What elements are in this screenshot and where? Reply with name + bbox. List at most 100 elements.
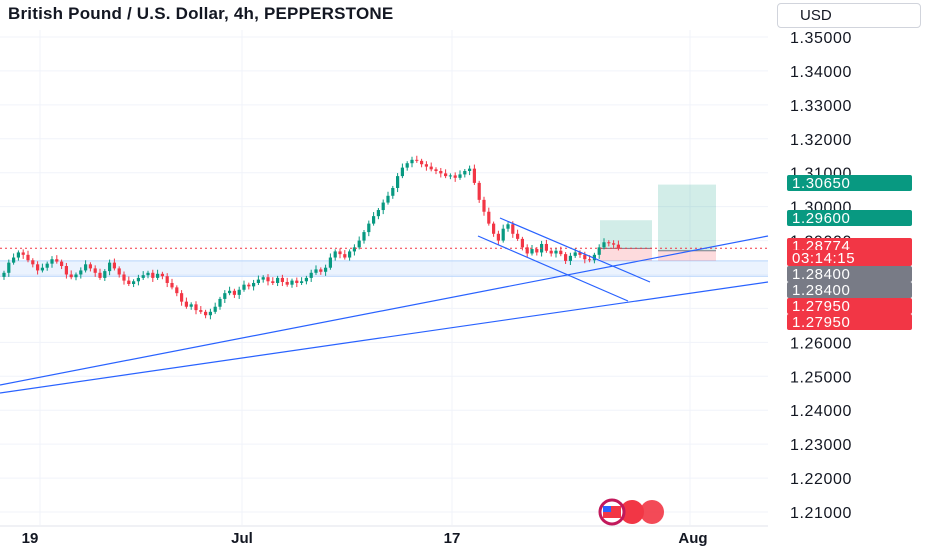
candle-body xyxy=(16,252,20,258)
candle-body xyxy=(232,290,236,295)
candle-body xyxy=(357,240,361,248)
price-tick-label: 1.34000 xyxy=(790,64,852,81)
candle-body xyxy=(261,277,265,280)
candle-body xyxy=(568,255,572,261)
candle-body xyxy=(597,247,601,255)
candle-body xyxy=(127,280,131,284)
candle-body xyxy=(434,169,438,172)
candle-body xyxy=(55,259,59,262)
candle-body xyxy=(170,282,174,288)
time-axis[interactable]: 19 Jul 17 Aug xyxy=(0,525,768,547)
candle-body xyxy=(372,216,376,224)
chart-title: British Pound / U.S. Dollar, 4h, PEPPERS… xyxy=(8,4,394,23)
candle-body xyxy=(607,242,611,244)
candle-body xyxy=(544,243,548,251)
candle-body xyxy=(506,224,510,229)
candle-body xyxy=(218,298,222,307)
candle-body xyxy=(410,159,414,164)
candle-body xyxy=(530,249,534,254)
tradingview-logo[interactable] xyxy=(598,498,664,526)
candle-body xyxy=(573,252,577,256)
grid xyxy=(0,30,768,525)
candle-body xyxy=(64,266,68,275)
candle-body xyxy=(477,182,481,200)
candle-body xyxy=(213,306,217,312)
flag-canton xyxy=(603,506,611,512)
candle-body xyxy=(333,251,337,258)
candle-body xyxy=(444,173,448,177)
candle-body xyxy=(439,171,443,174)
price-tag-box xyxy=(787,210,912,226)
price-tag-box xyxy=(787,250,912,266)
candle-body xyxy=(108,262,112,272)
candle-body xyxy=(74,274,78,278)
time-tick-label: 19 xyxy=(22,530,39,547)
candle-body xyxy=(280,277,284,282)
candle-body xyxy=(2,272,6,277)
candle-body xyxy=(564,254,568,261)
price-tag-box xyxy=(787,282,912,298)
candle-body xyxy=(535,249,539,253)
candle-body xyxy=(146,272,150,276)
candle-body xyxy=(352,247,356,252)
trendline xyxy=(0,281,769,394)
candle-body xyxy=(520,238,524,248)
candle-body xyxy=(141,275,145,278)
candle-body xyxy=(588,259,592,261)
candle-body xyxy=(391,187,395,196)
candle-body xyxy=(40,267,44,271)
candle-body xyxy=(516,233,520,239)
candle-body xyxy=(453,175,457,178)
candle-body xyxy=(324,267,328,272)
price-tick-label: 1.25000 xyxy=(790,369,852,386)
candle-body xyxy=(165,276,169,283)
candles xyxy=(2,155,620,320)
zones xyxy=(0,184,768,277)
price-tag-box xyxy=(787,314,912,330)
long-position-stop-2 xyxy=(658,250,716,261)
price-tag-label: 1.27950 xyxy=(792,314,850,331)
candle-body xyxy=(496,233,500,241)
candle-body xyxy=(386,195,390,203)
candle-body xyxy=(319,269,323,272)
candle-body xyxy=(84,264,88,271)
candle-body xyxy=(559,250,563,255)
candle-body xyxy=(492,223,496,234)
currency-selector[interactable]: USD xyxy=(777,3,921,28)
price-tags: 1.306501.296001.2877403:14:151.284001.28… xyxy=(787,175,912,331)
candle-body xyxy=(112,262,116,269)
candle-body xyxy=(396,176,400,188)
candle-body xyxy=(45,263,49,268)
candle-body xyxy=(252,282,256,287)
candle-body xyxy=(7,262,11,273)
candle-body xyxy=(463,171,467,175)
candle-body xyxy=(400,167,404,177)
candle-body xyxy=(304,277,308,282)
candle-body xyxy=(189,304,193,307)
candle-body xyxy=(26,254,30,261)
candle-body xyxy=(616,244,620,249)
price-tag-label: 03:14:15 xyxy=(792,250,855,267)
logo-circle-mid xyxy=(620,500,644,524)
trendline xyxy=(499,217,651,283)
candle-body xyxy=(338,251,342,255)
candle-body xyxy=(458,174,462,178)
candle-body xyxy=(60,261,64,267)
candle-body xyxy=(175,287,179,294)
candle-body xyxy=(405,163,409,168)
candle-body xyxy=(208,311,212,316)
price-tag-label: 1.30650 xyxy=(792,175,850,192)
candle-body xyxy=(256,279,260,283)
candle-body xyxy=(156,273,160,278)
candle-body xyxy=(362,232,366,241)
price-tick-label: 1.35000 xyxy=(790,30,852,47)
candle-body xyxy=(194,304,198,311)
candle-body xyxy=(31,260,35,265)
candle-body xyxy=(612,243,616,245)
candle-body xyxy=(36,264,40,271)
price-tick-label: 1.26000 xyxy=(790,335,852,352)
long-position-target-2 xyxy=(658,184,716,251)
candle-body xyxy=(429,166,433,170)
price-tick-label: 1.21000 xyxy=(790,505,852,522)
